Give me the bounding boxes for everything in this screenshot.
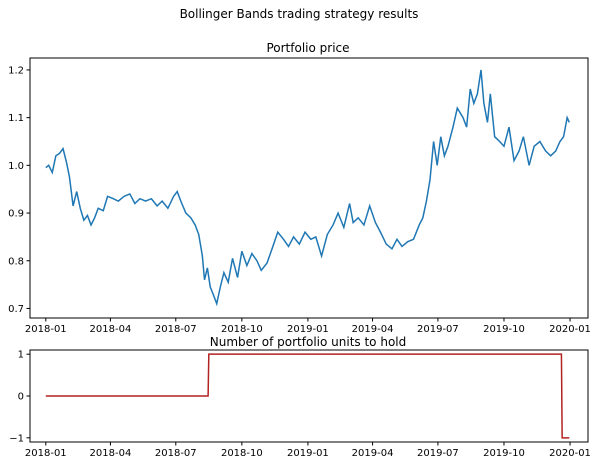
price-x-tick-label: 2018-01 [25,324,67,335]
price-x-tick-label: 2019-07 [417,324,459,335]
price-y-tick-label: 1.1 [8,113,24,124]
price-y-tick-label: 1.0 [8,161,24,172]
units-x-tick-label: 2019-10 [483,448,525,459]
price-x-tick-label: 2018-10 [221,324,263,335]
price-chart-title: Portfolio price [266,41,349,55]
price-x-tick-label: 2019-04 [352,324,394,335]
figure-suptitle: Bollinger Bands trading strategy results [180,7,419,21]
price-y-tick-label: 0.7 [8,304,24,315]
price-y-tick-label: 1.2 [8,65,24,76]
price-x-tick-label: 2019-01 [287,324,329,335]
units-chart-frame [29,349,589,443]
price-y-tick-label: 0.8 [8,256,24,267]
units-chart: Number of portfolio units to hold 2018-0… [9,335,591,459]
units-y-tick-label: 0 [18,392,24,403]
price-x-tick-label: 2019-10 [483,324,525,335]
units-x-tick-label: 2018-01 [25,448,67,459]
price-chart: Portfolio price 2018-01 2018-04 2018-07 201… [8,41,591,335]
units-chart-title: Number of portfolio units to hold [210,335,406,349]
price-x-tick-label: 2018-07 [155,324,197,335]
price-x-tick-label: 2020-01 [549,324,591,335]
price-chart-frame [29,57,589,319]
price-chart-ticks: 2018-01 2018-04 2018-07 2018-10 2019-01 2019-… [8,65,591,335]
units-x-tick-label: 2018-07 [155,448,197,459]
units-y-tick-label: 1 [18,350,24,361]
units-chart-ticks: 2018-01 2018-04 2018-07 2018-10 2019-01 2019-… [9,350,591,459]
units-x-tick-label: 2019-01 [287,448,329,459]
price-series-line [45,69,571,307]
units-x-tick-label: 2018-04 [90,448,132,459]
units-x-tick-label: 2018-10 [221,448,263,459]
units-x-tick-label: 2020-01 [549,448,591,459]
units-series-line [45,353,570,439]
price-x-tick-label: 2018-04 [90,324,132,335]
units-x-tick-label: 2019-04 [352,448,394,459]
units-x-tick-label: 2019-07 [417,448,459,459]
units-y-tick-label: −1 [9,433,24,444]
price-y-tick-label: 0.9 [8,209,24,220]
